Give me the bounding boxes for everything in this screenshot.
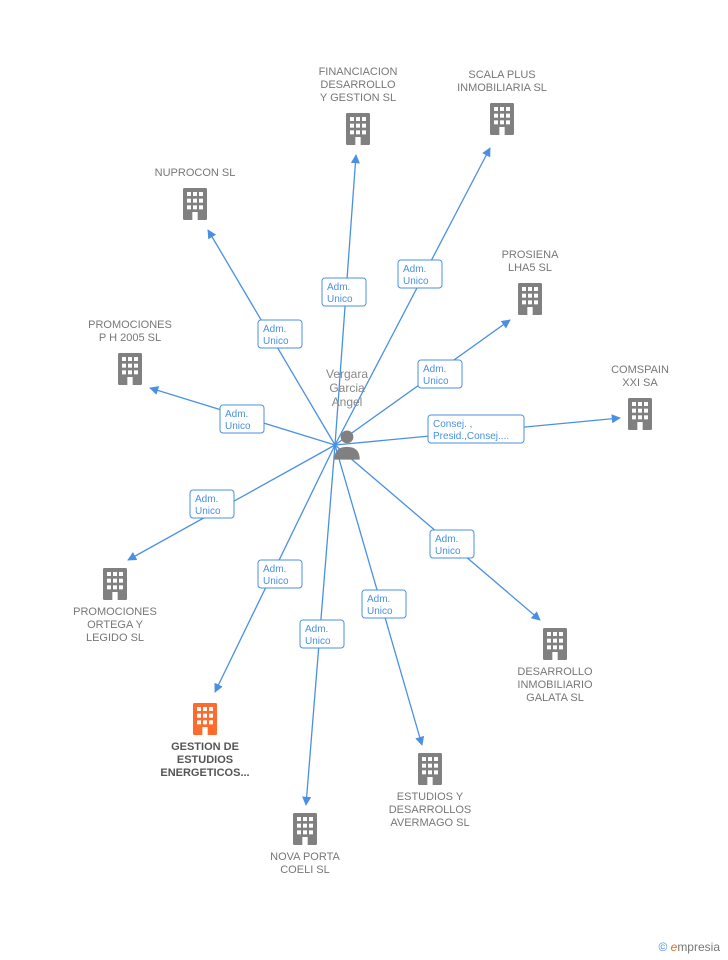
company-node: SCALA PLUSINMOBILIARIA SL [457,69,547,135]
edge-label: Adm.Unico [398,260,442,288]
company-node: FINANCIACIONDESARROLLOY GESTION SL [319,66,398,145]
svg-text:Unico: Unico [327,294,353,305]
svg-text:INMOBILIARIO: INMOBILIARIO [517,679,593,691]
building-icon [183,188,207,220]
building-icon [628,398,652,430]
svg-text:Unico: Unico [403,276,429,287]
svg-text:Unico: Unico [263,336,289,347]
svg-text:Unico: Unico [367,606,393,617]
network-diagram: Adm.UnicoAdm.UnicoAdm.UnicoAdm.UnicoAdm.… [0,0,728,960]
svg-text:PROMOCIONES: PROMOCIONES [88,319,172,331]
svg-text:Presid.,Consej....: Presid.,Consej.... [433,431,509,442]
company-node: ESTUDIOS YDESARROLLOSAVERMAGO SL [389,753,472,829]
svg-text:Garcia: Garcia [329,381,365,395]
svg-text:Adm.: Adm. [327,282,350,293]
svg-text:DESARROLLOS: DESARROLLOS [389,804,472,816]
edge-label: Adm.Unico [300,620,344,648]
svg-text:Adm.: Adm. [225,409,248,420]
edge-label: Adm.Unico [418,360,462,388]
edge-label: Adm.Unico [322,278,366,306]
svg-text:COELI SL: COELI SL [280,864,330,876]
svg-text:LEGIDO SL: LEGIDO SL [86,632,144,644]
company-node: NUPROCON SL [155,167,236,220]
svg-text:ORTEGA Y: ORTEGA Y [87,619,144,631]
company-node: DESARROLLOINMOBILIARIOGALATA SL [517,628,593,704]
company-node: COMSPAINXXI SA [611,364,669,430]
svg-text:GESTION DE: GESTION DE [171,741,239,753]
brand-rest: mpresia [677,940,720,954]
svg-text:NUPROCON SL: NUPROCON SL [155,167,236,179]
svg-text:LHA5 SL: LHA5 SL [508,262,552,274]
svg-text:SCALA PLUS: SCALA PLUS [468,69,535,81]
building-icon [346,113,370,145]
edge-label: Adm.Unico [430,530,474,558]
company-node: PROMOCIONESP H 2005 SL [88,319,172,385]
company-node: PROMOCIONESORTEGA YLEGIDO SL [73,568,157,644]
svg-text:ESTUDIOS: ESTUDIOS [177,754,233,766]
svg-text:Adm.: Adm. [435,534,458,545]
building-icon [103,568,127,600]
svg-text:Unico: Unico [263,576,289,587]
footer-credit: © empresia [658,940,720,954]
svg-text:Unico: Unico [225,421,251,432]
edge-label: Adm.Unico [362,590,406,618]
svg-text:GALATA SL: GALATA SL [526,692,584,704]
svg-text:FINANCIACION: FINANCIACION [319,66,398,78]
copyright-symbol: © [658,940,667,954]
edge-label: Adm.Unico [190,490,234,518]
center-person: VergaraGarciaAngel [326,367,368,460]
svg-text:XXI SA: XXI SA [622,377,658,389]
svg-text:Adm.: Adm. [423,364,446,375]
svg-text:Adm.: Adm. [195,494,218,505]
svg-text:DESARROLLO: DESARROLLO [517,666,593,678]
svg-text:ENERGETICOS...: ENERGETICOS... [160,767,249,779]
edge-label: Adm.Unico [258,320,302,348]
svg-text:COMSPAIN: COMSPAIN [611,364,669,376]
svg-text:Unico: Unico [423,376,449,387]
building-icon [490,103,514,135]
svg-text:PROMOCIONES: PROMOCIONES [73,606,157,618]
building-icon [518,283,542,315]
company-node: GESTION DEESTUDIOSENERGETICOS... [160,703,249,779]
svg-text:INMOBILIARIA SL: INMOBILIARIA SL [457,82,547,94]
svg-text:Unico: Unico [195,506,221,517]
svg-text:Adm.: Adm. [263,324,286,335]
edge-label: Adm.Unico [258,560,302,588]
building-icon [293,813,317,845]
svg-text:Consej. ,: Consej. , [433,419,472,430]
edge-label: Adm.Unico [220,405,264,433]
svg-text:Adm.: Adm. [403,264,426,275]
svg-text:Adm.: Adm. [367,594,390,605]
svg-text:AVERMAGO SL: AVERMAGO SL [390,817,469,829]
svg-text:Y GESTION SL: Y GESTION SL [320,92,396,104]
svg-text:Adm.: Adm. [263,564,286,575]
svg-text:Angel: Angel [332,395,363,409]
svg-text:NOVA PORTA: NOVA PORTA [270,851,340,863]
svg-text:P H 2005 SL: P H 2005 SL [99,332,161,344]
svg-text:DESARROLLO: DESARROLLO [320,79,396,91]
building-icon [118,353,142,385]
svg-text:Vergara: Vergara [326,367,368,381]
edge-label: Consej. ,Presid.,Consej.... [428,415,524,443]
building-icon [418,753,442,785]
svg-text:Unico: Unico [435,546,461,557]
svg-text:Adm.: Adm. [305,624,328,635]
svg-text:Unico: Unico [305,636,331,647]
svg-text:PROSIENA: PROSIENA [502,249,560,261]
company-node: PROSIENALHA5 SL [502,249,560,315]
company-node: NOVA PORTACOELI SL [270,813,340,876]
svg-text:ESTUDIOS Y: ESTUDIOS Y [397,791,464,803]
building-icon [193,703,217,735]
building-icon [543,628,567,660]
